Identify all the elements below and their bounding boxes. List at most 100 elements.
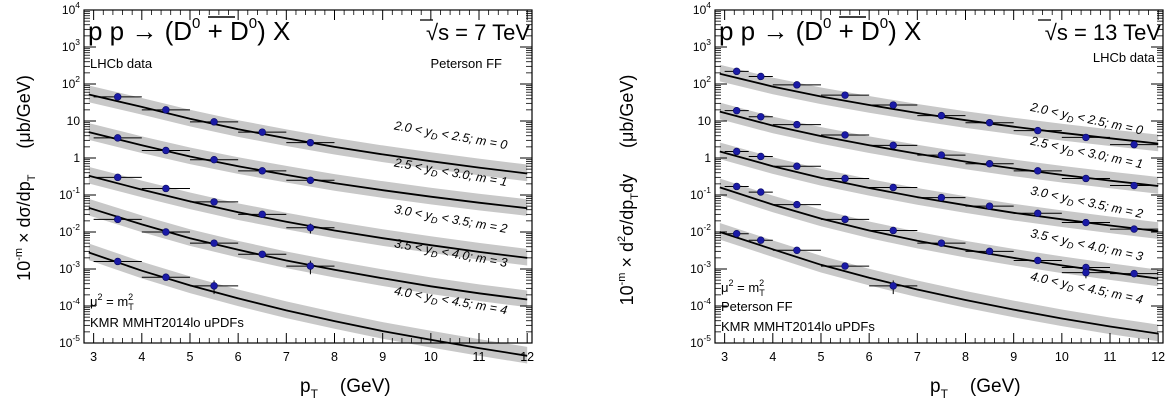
y-tick-label: 10-4 — [690, 296, 711, 313]
series-label-tail: < 3.5; m = 2 — [437, 210, 509, 236]
x-tick-label: 8 — [331, 350, 338, 364]
scale-two: 2 — [98, 292, 103, 302]
title-zero: 0 — [823, 15, 831, 32]
data-point — [841, 174, 849, 183]
series-label-lead: 2.0 < y — [1028, 100, 1070, 122]
data-point — [793, 162, 801, 170]
scale-eq: = m — [103, 294, 129, 309]
data-point — [757, 188, 765, 196]
data-point — [1034, 256, 1042, 265]
data-point — [210, 155, 218, 164]
y-tick-base: 10 — [690, 299, 704, 313]
x-tick-text: 7 — [283, 350, 290, 364]
series-label-sub: D — [1066, 283, 1075, 294]
x-tick-label: 4 — [769, 350, 776, 364]
data-point — [1130, 269, 1138, 278]
y-tick-base: 10 — [62, 40, 76, 54]
data-point — [732, 147, 741, 156]
ff-text: Peterson FF — [721, 299, 793, 314]
y-tick-base: 10 — [59, 336, 73, 350]
lhcb-label: LHCb data — [1093, 50, 1156, 65]
data-point — [889, 282, 897, 290]
scale-label: μ2 = m2 T — [90, 292, 134, 312]
x-tick-text: 10 — [424, 350, 438, 364]
uncertainty-band — [719, 64, 1159, 152]
y-tick-base: 10 — [59, 225, 73, 239]
plot-frame — [83, 9, 533, 344]
data-point — [114, 93, 122, 101]
y-tick-base: 10 — [690, 188, 704, 202]
ff-label: Peterson FF — [430, 56, 502, 71]
scale-two: 2 — [729, 278, 734, 288]
x-tick-label: 11 — [1104, 350, 1117, 364]
y-tick-exp: -2 — [72, 222, 80, 232]
data-point — [732, 229, 741, 238]
data-point — [1130, 225, 1138, 233]
ylabel-sub: T — [26, 174, 38, 181]
series-label-sub: D — [430, 296, 439, 307]
series-label-sub: D — [1066, 240, 1075, 251]
data-point — [732, 106, 741, 115]
x-tick-label: 10 — [1055, 350, 1069, 364]
x-tick-text: 11 — [1104, 350, 1117, 364]
series-label-sub: D — [1066, 148, 1075, 159]
title-bar-zero: 0 — [880, 15, 888, 32]
y-tick-exp: -4 — [703, 296, 711, 306]
x-tick-label: 3 — [90, 350, 97, 364]
uncertainty-band — [719, 178, 1159, 287]
y-tick-label: 1 — [73, 151, 80, 165]
x-tick-label: 6 — [235, 350, 242, 364]
data-point — [1130, 140, 1138, 149]
scale-eq: = m — [734, 280, 760, 295]
x-tick-label: 7 — [914, 350, 921, 364]
x-tick-label: 5 — [187, 350, 194, 364]
data-point — [732, 67, 741, 76]
series-label-sub: D — [430, 215, 439, 226]
data-point — [162, 228, 170, 236]
y-tick-exp: -2 — [703, 222, 711, 232]
xlabel-p: p — [300, 376, 311, 397]
y-tick-base: 10 — [690, 262, 704, 276]
data-point — [306, 138, 315, 147]
scale-msub: T — [759, 288, 765, 298]
x-tick-text: 6 — [235, 350, 242, 364]
scale-label: μ2 = m2 T — [721, 278, 765, 298]
title-plus: + D — [200, 16, 248, 46]
scale-msub: T — [128, 302, 134, 312]
x-tick-label: 5 — [818, 350, 825, 364]
x-tick-text: 6 — [866, 350, 873, 364]
data-point — [210, 118, 218, 126]
uncertainty-band — [719, 142, 1159, 239]
data-point — [1082, 174, 1090, 183]
x-tick-label: 11 — [473, 350, 486, 364]
y-tick-exp: 3 — [706, 37, 711, 47]
y-tick-label: 104 — [62, 0, 80, 17]
x-axis-label: pT (GeV) — [930, 376, 1021, 401]
data-point — [114, 257, 122, 266]
scale-mu: μ — [90, 294, 98, 309]
data-point — [793, 120, 801, 129]
x-tick-text: 9 — [1010, 350, 1017, 364]
y-tick-base: 10 — [690, 336, 704, 350]
y-tick-label: 10-3 — [59, 259, 80, 276]
x-tick-text: 9 — [379, 350, 386, 364]
data-point — [757, 72, 765, 81]
x-tick-text: 4 — [769, 350, 776, 364]
ylabel-exp: -m — [616, 273, 628, 286]
y-tick-label: 104 — [693, 0, 711, 17]
y-tick-exp: 4 — [706, 0, 711, 10]
ylabel-sub: T — [629, 193, 641, 200]
y-tick-exp: 4 — [75, 0, 80, 10]
uncertainty-band — [88, 198, 528, 308]
data-point — [306, 224, 315, 232]
x-tick-label: 9 — [1010, 350, 1017, 364]
data-point — [258, 210, 266, 219]
energy-label: √s = 13 TeV — [1045, 20, 1162, 45]
data-point — [985, 247, 994, 256]
ylabel-rest2: σ/dp — [617, 200, 637, 236]
ylabel-exp: -m — [13, 248, 25, 261]
ylabel-unit: (μb/GeV) — [617, 75, 637, 148]
y-tick-exp: -5 — [72, 333, 80, 343]
y-tick-base: 10 — [59, 299, 73, 313]
energy-value: s = 7 TeV — [438, 20, 530, 45]
